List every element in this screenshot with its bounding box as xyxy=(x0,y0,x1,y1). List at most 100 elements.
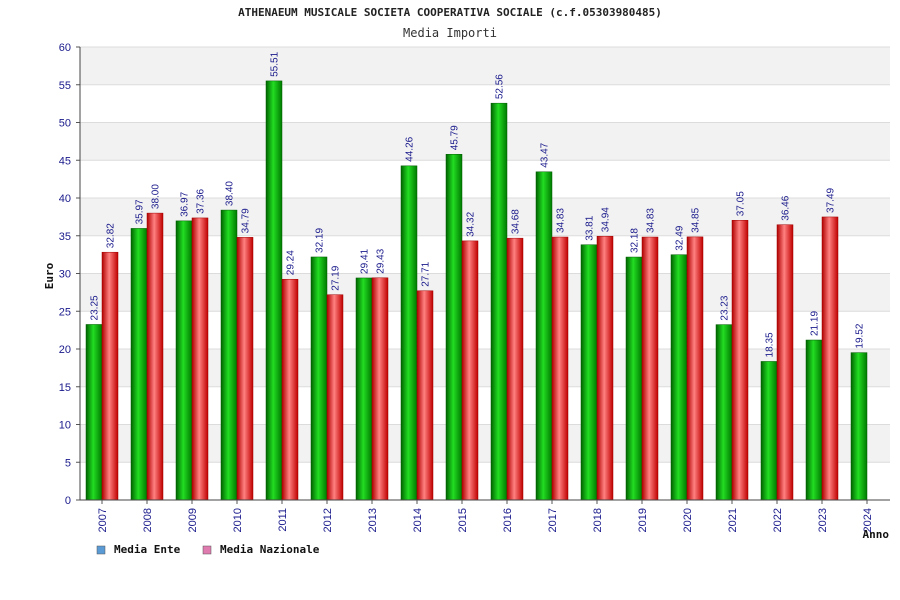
chart-title: ATHENAEUM MUSICALE SOCIETA COOPERATIVA S… xyxy=(238,6,662,19)
legend-label-media-ente: Media Ente xyxy=(114,543,181,556)
data-label: 34.94 xyxy=(601,207,612,232)
bar-media-nazionale-2012 xyxy=(326,294,344,501)
bar-media-ente-2008 xyxy=(130,228,148,501)
bar-media-nazionale-2015 xyxy=(461,240,479,501)
bar-media-ente-2015 xyxy=(445,154,463,501)
x-tick-label: 2019 xyxy=(637,508,649,532)
bar-media-nazionale-2018 xyxy=(596,235,614,501)
data-label: 21.19 xyxy=(810,311,821,336)
bar-media-nazionale-2013 xyxy=(371,277,389,501)
data-label: 55.51 xyxy=(270,51,281,76)
data-label: 27.71 xyxy=(421,261,432,286)
data-label: 37.05 xyxy=(736,191,747,216)
y-tick-label: 20 xyxy=(59,344,71,356)
bar-media-ente-2011 xyxy=(265,80,283,501)
x-tick-label: 2022 xyxy=(772,508,784,532)
data-label: 19.52 xyxy=(855,323,866,348)
y-tick-label: 40 xyxy=(59,193,71,205)
legend-swatch-media-nazionale xyxy=(202,545,212,555)
bar-media-ente-2018 xyxy=(580,244,598,501)
grid-band xyxy=(80,349,890,387)
x-tick-label: 2020 xyxy=(682,508,694,532)
y-tick-label: 60 xyxy=(59,42,71,54)
y-tick-label: 10 xyxy=(59,420,71,432)
bar-media-ente-2022 xyxy=(760,361,778,501)
bar-media-ente-2009 xyxy=(175,220,193,501)
data-label: 37.49 xyxy=(826,187,837,212)
bar-media-nazionale-2009 xyxy=(191,217,209,501)
x-tick-label: 2007 xyxy=(97,508,109,532)
x-tick-label: 2014 xyxy=(412,508,424,532)
y-tick-label: 35 xyxy=(59,231,71,243)
bar-media-ente-2020 xyxy=(670,254,688,501)
data-label: 34.83 xyxy=(556,208,567,233)
bar-media-ente-2023 xyxy=(805,339,823,501)
x-tick-label: 2008 xyxy=(142,508,154,532)
bar-media-nazionale-2010 xyxy=(236,237,254,501)
data-label: 34.79 xyxy=(241,208,252,233)
data-label: 29.41 xyxy=(360,248,371,273)
x-tick-label: 2021 xyxy=(727,508,739,532)
data-label: 43.47 xyxy=(540,142,551,167)
y-tick-label: 15 xyxy=(59,382,71,394)
x-tick-label: 2009 xyxy=(187,508,199,532)
data-label: 27.19 xyxy=(331,265,342,290)
x-tick-label: 2010 xyxy=(232,508,244,532)
grid-band xyxy=(80,47,890,85)
legend-label-media-nazionale: Media Nazionale xyxy=(220,543,320,556)
bar-media-nazionale-2019 xyxy=(641,236,659,501)
x-tick-label: 2017 xyxy=(547,508,559,532)
x-tick-label: 2016 xyxy=(502,508,514,532)
bar-media-ente-2021 xyxy=(715,324,733,501)
data-label: 32.18 xyxy=(630,228,641,253)
legend: Media Ente Media Nazionale xyxy=(96,543,320,556)
y-tick-label: 0 xyxy=(65,495,71,507)
data-label: 36.97 xyxy=(180,191,191,216)
x-axis-label: Anno xyxy=(863,528,890,541)
x-tick-label: 2011 xyxy=(277,508,289,532)
data-label: 38.00 xyxy=(151,184,162,209)
data-label: 44.26 xyxy=(405,136,416,161)
bar-media-nazionale-2022 xyxy=(776,224,794,501)
x-tick-label: 2018 xyxy=(592,508,604,532)
x-tick-label: 2023 xyxy=(817,508,829,532)
data-label: 45.79 xyxy=(450,125,461,150)
grid-band xyxy=(80,122,890,161)
bar-media-nazionale-2020 xyxy=(686,236,704,501)
bar-media-ente-2014 xyxy=(400,165,418,501)
data-label: 23.25 xyxy=(90,295,101,320)
grid-band xyxy=(80,424,890,463)
data-label: 34.68 xyxy=(511,209,522,234)
bar-media-ente-2024 xyxy=(850,352,868,501)
data-label: 34.83 xyxy=(646,208,657,233)
data-labels-group: 23.25 32.82 35.97 38.00 36.97 37.36 38.40 34.79… xyxy=(90,51,866,357)
y-tick-label: 55 xyxy=(59,80,71,92)
y-tick-label: 5 xyxy=(65,457,71,469)
bar-media-ente-2016 xyxy=(490,102,508,501)
data-label: 52.56 xyxy=(495,74,506,99)
bar-media-nazionale-2008 xyxy=(146,212,164,501)
data-label: 34.85 xyxy=(691,207,702,232)
chart-subtitle: Media Importi xyxy=(403,26,497,40)
y-axis: 0 5 10 15 20 25 30 35 40 45 50 55 60 xyxy=(59,42,81,507)
bar-media-ente-2010 xyxy=(220,209,238,501)
y-tick-label: 30 xyxy=(59,269,71,281)
bars-group xyxy=(85,80,868,501)
data-label: 32.49 xyxy=(675,225,686,250)
y-tick-label: 50 xyxy=(59,118,71,130)
bar-media-nazionale-2017 xyxy=(551,236,569,501)
data-label: 35.97 xyxy=(135,199,146,224)
x-tick-label: 2013 xyxy=(367,508,379,532)
bar-media-nazionale-2023 xyxy=(821,216,839,501)
bar-media-ente-2019 xyxy=(625,256,643,501)
x-tick-label: 2012 xyxy=(322,508,334,532)
bar-media-nazionale-2007 xyxy=(101,251,119,501)
bar-media-ente-2012 xyxy=(310,256,328,501)
data-label: 32.82 xyxy=(106,223,117,248)
bar-media-nazionale-2016 xyxy=(506,237,524,501)
y-tick-label: 45 xyxy=(59,155,71,167)
x-tick-label: 2015 xyxy=(457,508,469,532)
data-label: 34.32 xyxy=(466,211,477,236)
bar-media-ente-2013 xyxy=(355,277,373,501)
